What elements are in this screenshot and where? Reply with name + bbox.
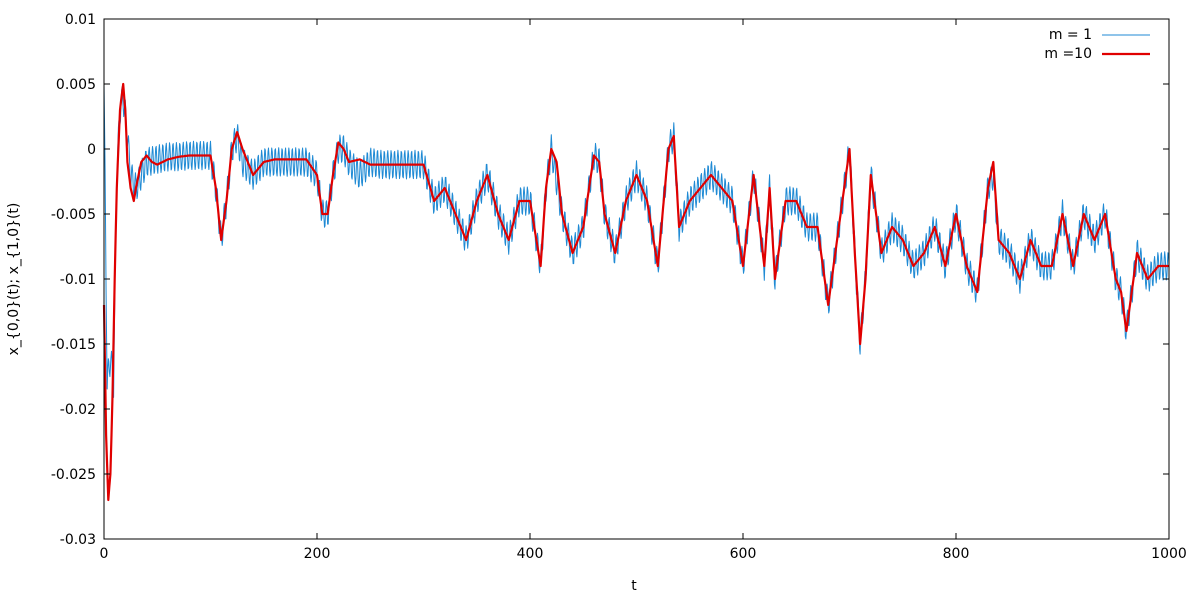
y-tick-label: -0.015 xyxy=(51,337,96,353)
x-tick-label: 0 xyxy=(100,546,109,562)
x-tick-label: 1000 xyxy=(1151,546,1187,562)
x-axis-label: t xyxy=(631,578,637,594)
x-tick-label: 800 xyxy=(943,546,970,562)
y-tick-label: -0.03 xyxy=(60,532,96,548)
legend-label-m10: m =10 xyxy=(1044,46,1092,62)
y-axis-label: x_{0,0}(t); x_{1,0}(t) xyxy=(6,203,22,356)
y-tick-label: 0.01 xyxy=(65,12,96,28)
ticks-layer: -0.03 -0.025 -0.02 -0.015 -0.01 -0.005 0 0.005 0… xyxy=(51,12,1187,562)
x-tick-label: 400 xyxy=(517,546,544,562)
y-tick-label: -0.005 xyxy=(51,207,96,223)
x-tick-label: 200 xyxy=(304,546,331,562)
y-tick-label: -0.01 xyxy=(60,272,96,288)
legend: m = 1 m =10 xyxy=(1044,27,1150,62)
series-line-m10 xyxy=(102,82,1169,502)
legend-label-m1: m = 1 xyxy=(1049,27,1092,43)
y-tick-label: 0.005 xyxy=(56,77,96,93)
y-tick-label: -0.02 xyxy=(60,402,96,418)
series-layer xyxy=(102,82,1170,502)
y-tick-label: -0.025 xyxy=(51,467,96,483)
y-tick-label: 0 xyxy=(87,142,96,158)
x-tick-label: 600 xyxy=(730,546,757,562)
